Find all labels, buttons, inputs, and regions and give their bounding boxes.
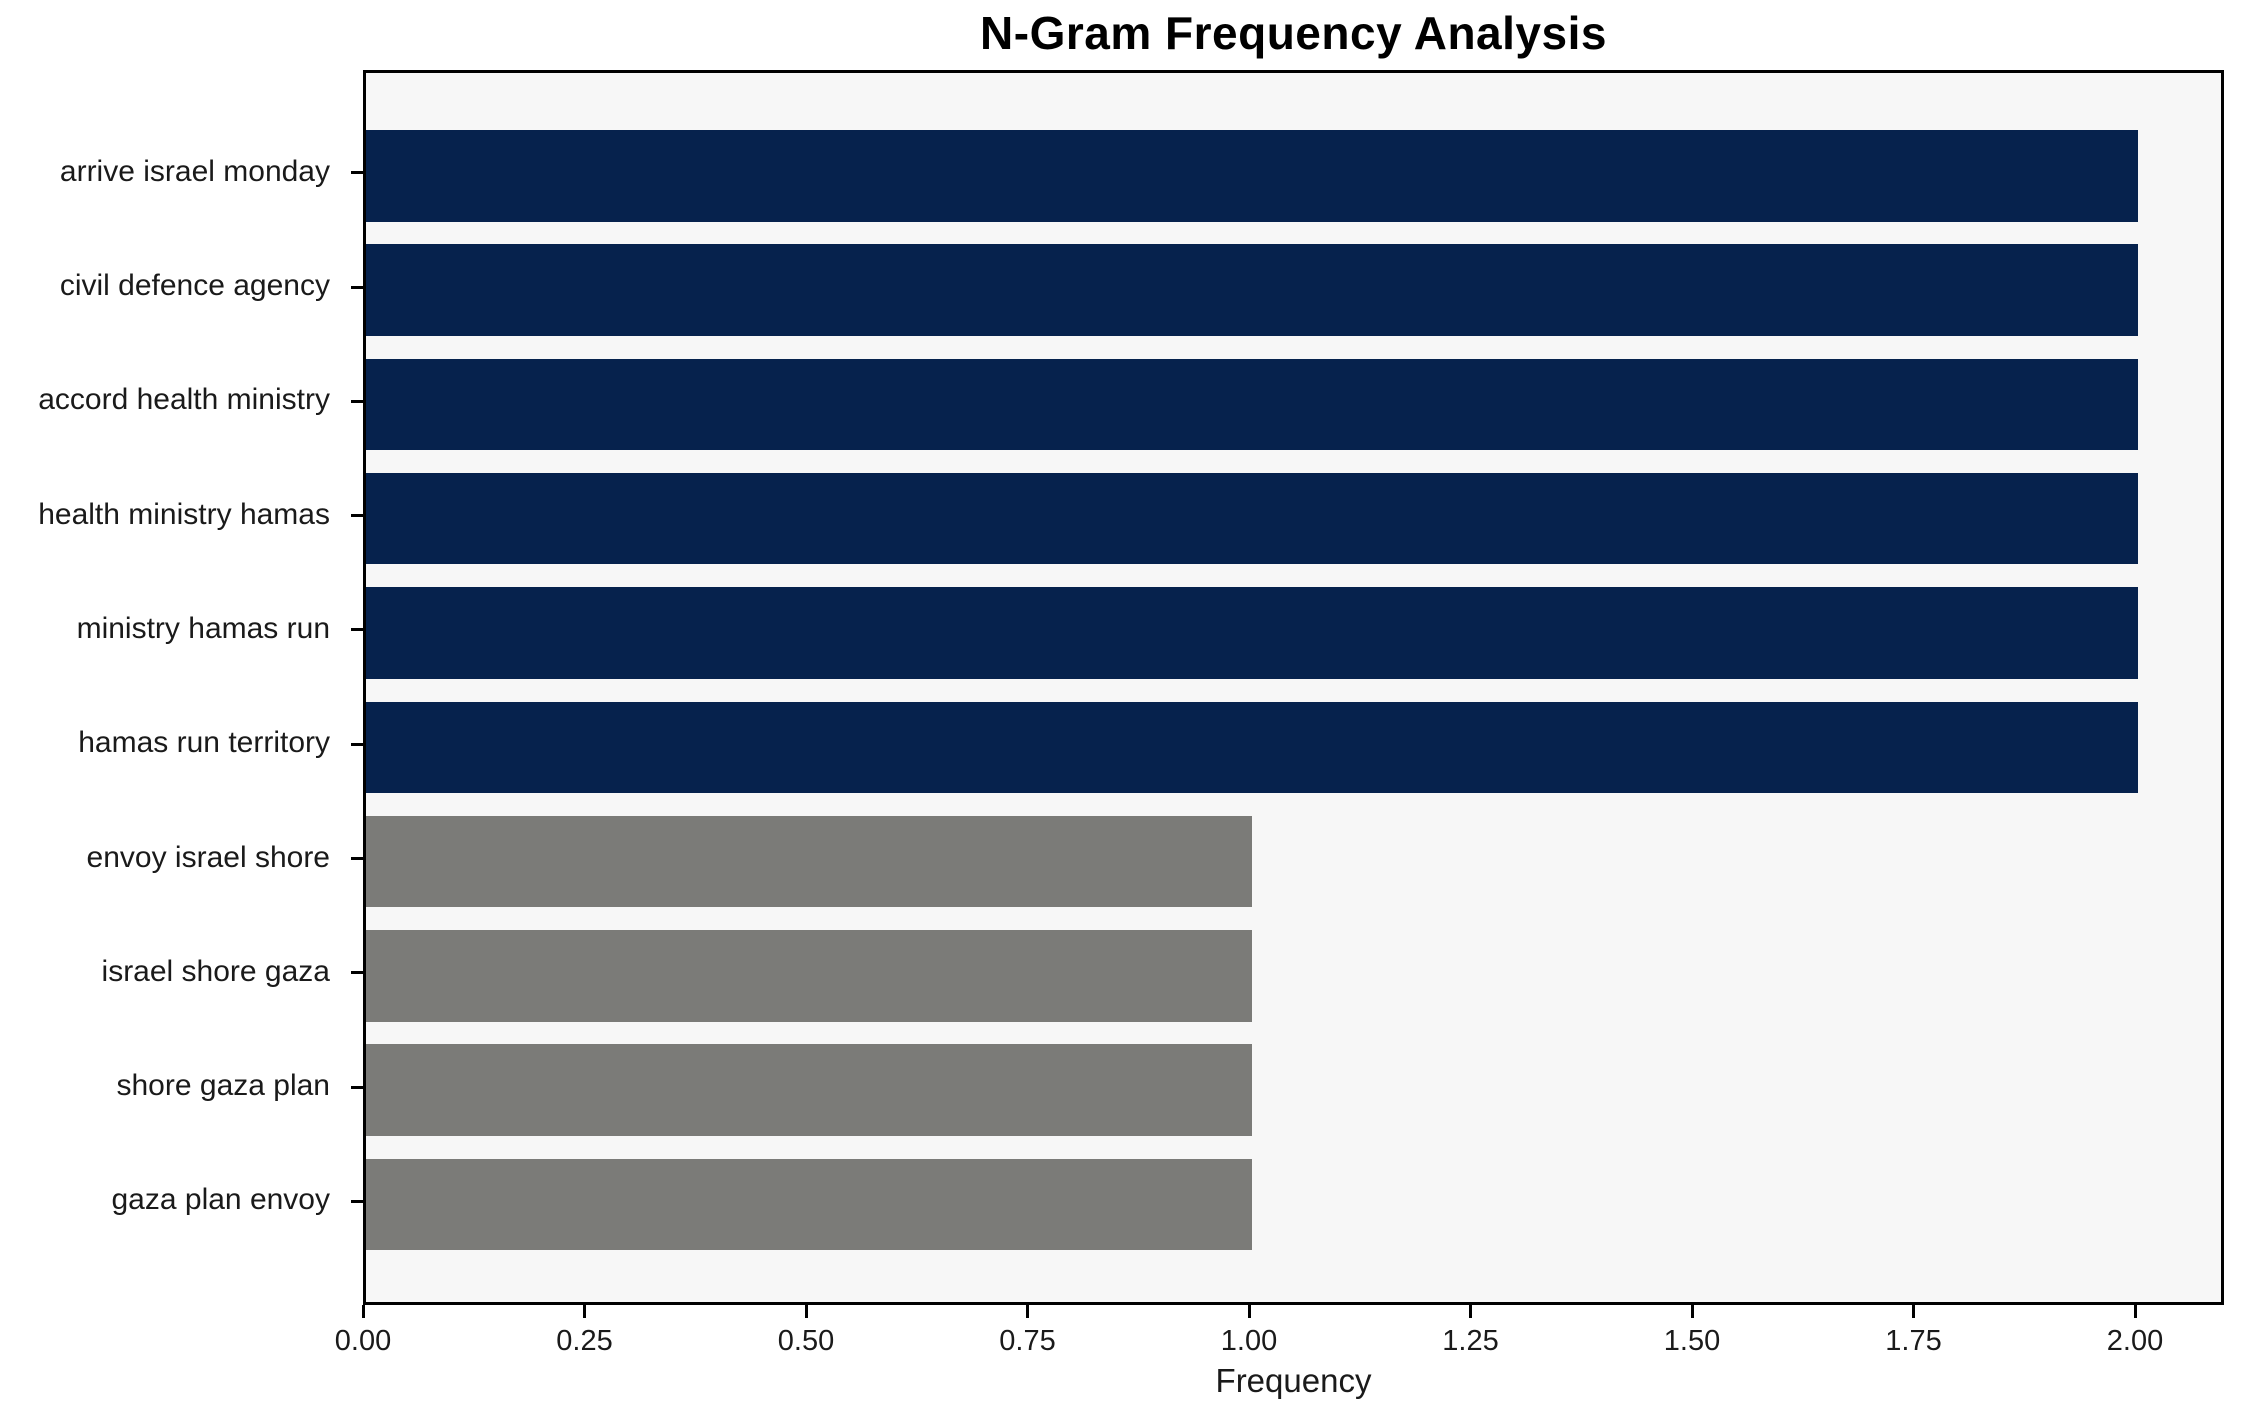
x-tick-label: 1.50 <box>1663 1325 1721 1357</box>
y-tick-label: israel shore gaza <box>101 954 330 988</box>
x-tick-mark <box>1026 1305 1029 1318</box>
y-tick-label: ministry hamas run <box>76 611 330 645</box>
bar <box>366 587 2138 679</box>
bar <box>366 930 1252 1022</box>
bar <box>366 358 2138 451</box>
x-tick-label: 1.25 <box>1442 1325 1499 1357</box>
plot-area <box>363 70 2224 1305</box>
y-tick-label: arrive israel monday <box>59 154 330 188</box>
x-axis-label: Frequency <box>1215 1362 1372 1399</box>
y-tick-label: health ministry hamas <box>38 497 330 531</box>
chart-title: N-Gram Frequency Analysis <box>980 7 1607 59</box>
x-tick-mark <box>361 1305 365 1318</box>
bar <box>366 815 1252 908</box>
x-tick-label: 0.75 <box>999 1325 1056 1357</box>
y-tick-label: shore gaza plan <box>116 1069 331 1103</box>
x-tick-mark <box>1690 1305 1694 1318</box>
x-tick-label: 1.75 <box>1885 1325 1942 1357</box>
bar <box>366 1044 1252 1136</box>
y-tick-mark <box>351 171 363 175</box>
y-tick-mark <box>351 285 363 289</box>
bar <box>366 701 2138 793</box>
y-tick-mark <box>351 1085 363 1089</box>
y-tick-label: envoy israel shore <box>86 840 330 874</box>
x-tick-mark <box>2133 1305 2137 1318</box>
y-tick-mark <box>351 399 363 403</box>
y-tick-label: accord health ministry <box>38 383 330 417</box>
y-tick-mark <box>351 1199 363 1203</box>
y-tick-mark <box>351 742 363 746</box>
x-tick-mark <box>583 1305 586 1318</box>
x-tick-mark <box>804 1305 808 1318</box>
x-tick-mark <box>1247 1305 1251 1318</box>
y-tick-label: civil defence agency <box>59 269 330 303</box>
y-tick-label: hamas run territory <box>78 726 330 760</box>
y-tick-mark <box>351 857 363 861</box>
y-tick-mark <box>351 514 363 518</box>
x-tick-mark <box>1469 1305 1472 1318</box>
bar <box>366 130 2138 222</box>
y-tick-mark <box>351 628 363 632</box>
x-tick-label: 1.00 <box>1220 1325 1278 1357</box>
x-tick-label: 0.00 <box>334 1325 392 1357</box>
bar <box>366 244 2138 336</box>
bar <box>366 472 2138 565</box>
x-tick-label: 2.00 <box>2106 1325 2164 1357</box>
y-tick-label: gaza plan envoy <box>111 1183 331 1217</box>
y-tick-mark <box>351 971 363 975</box>
x-tick-mark <box>1912 1305 1915 1318</box>
x-tick-label: 0.25 <box>556 1325 613 1357</box>
x-tick-label: 0.50 <box>777 1325 835 1357</box>
bar <box>366 1158 1252 1251</box>
